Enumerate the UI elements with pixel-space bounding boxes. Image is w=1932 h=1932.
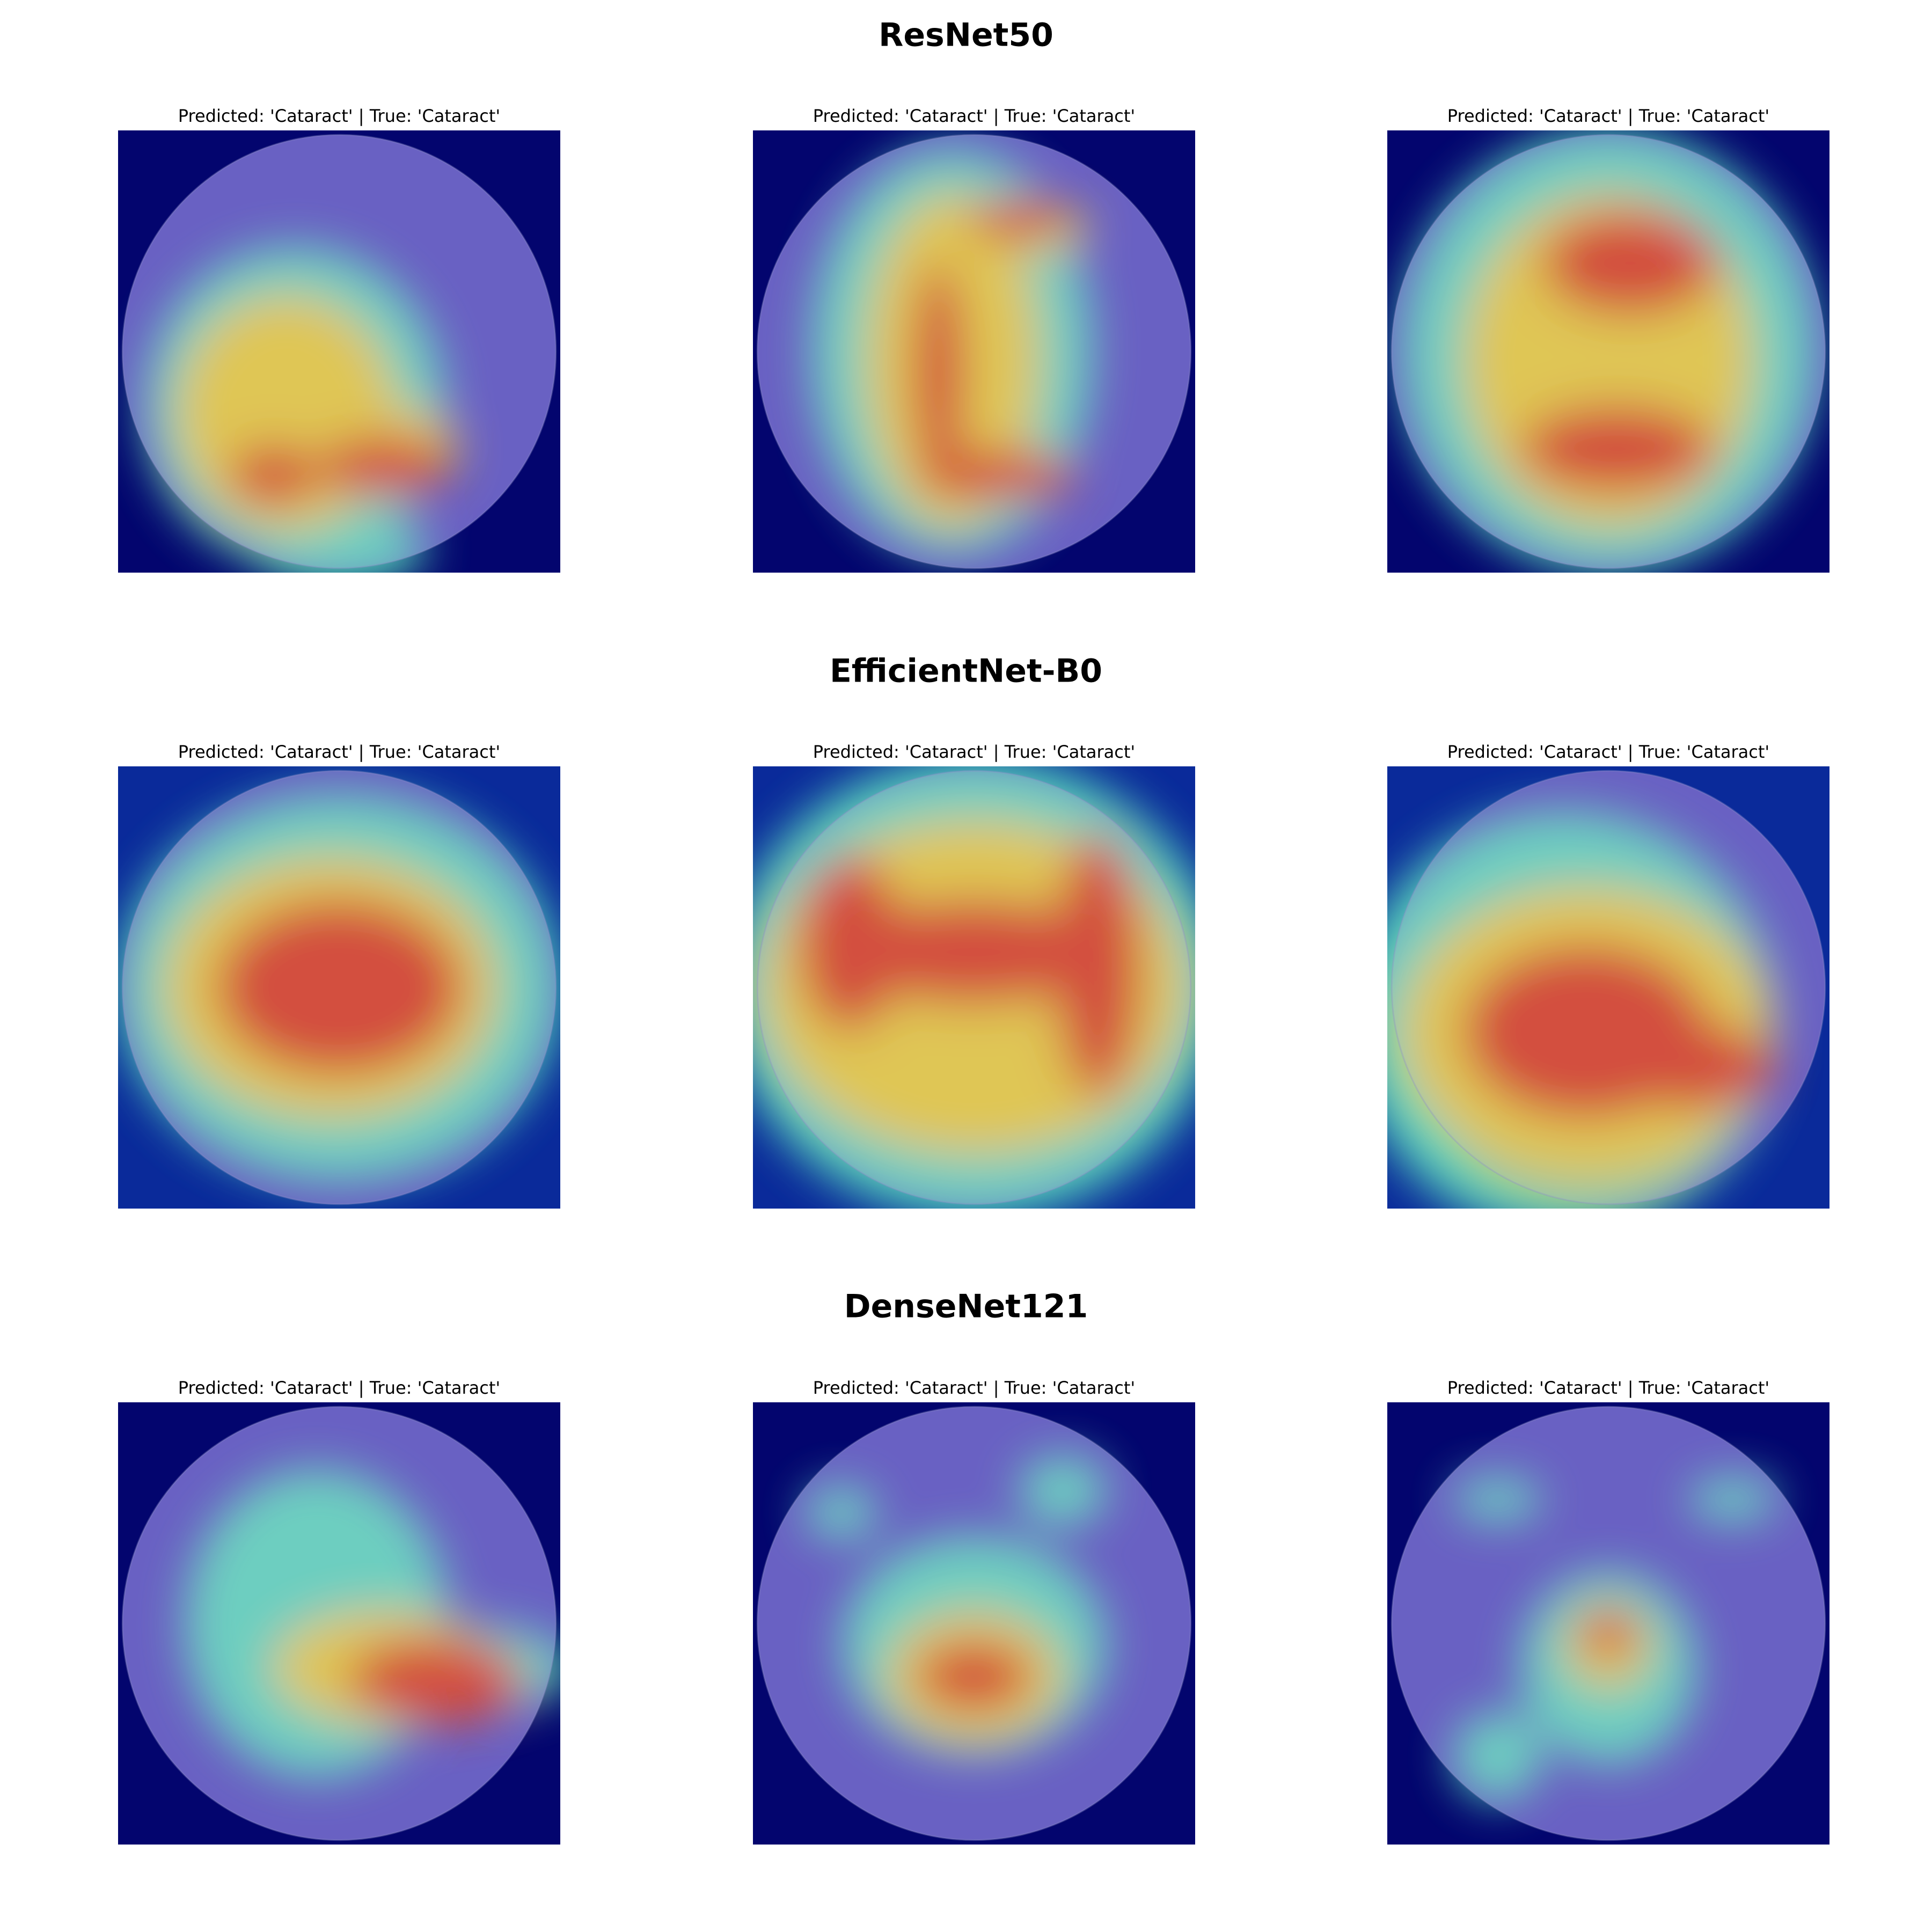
heat-layer [1453,1477,1777,1801]
heat-blob [1617,1022,1777,1111]
heat-blob [1520,404,1715,493]
heat-blob [912,263,965,485]
heat-blob [1453,1477,1542,1522]
heatmap-panel [118,1402,560,1845]
panel-caption: Predicted: 'Cataract' | True: 'Cataract' [1447,106,1769,126]
fundus-overlay [1391,134,1826,569]
heat-layer [144,245,459,573]
panel-caption: Predicted: 'Cataract' | True: 'Cataract' [813,106,1135,126]
heatmap-panel [753,130,1195,573]
heat-blob [1577,1610,1640,1655]
heat-layer [753,766,1195,1209]
heatmap-clip [753,1402,1195,1845]
heat-blob [1688,1477,1777,1522]
heat-layer [810,148,1094,555]
fundus-overlay [121,134,557,569]
heat-blob [916,449,1076,502]
fundus-overlay [1391,1406,1826,1841]
heatmap-panel [1387,766,1829,1209]
heatmap-clip [1387,766,1829,1209]
heatmap-panel [1387,130,1829,573]
heat-layer [118,793,560,1182]
heatmap-panel [1387,1402,1829,1845]
fundus-overlay [1391,770,1826,1205]
heat-blob [969,196,1067,241]
heat-blob [215,899,463,1076]
row-title: ResNet50 [879,17,1053,54]
heatmap-panel [753,1402,1195,1845]
heat-layer [1400,130,1817,573]
heatmap-panel [118,130,560,573]
heatmap-panel [753,766,1195,1209]
heatmap-clip [118,130,560,573]
fundus-overlay [756,1406,1192,1841]
fundus-overlay [121,1406,557,1841]
panel-caption: Predicted: 'Cataract' | True: 'Cataract' [1447,1378,1769,1398]
heat-blob [1542,210,1719,317]
heat-blob [916,1641,1032,1712]
heatmap-clip [1387,130,1829,573]
heatmap-clip [753,130,1195,573]
heat-blob [1018,1455,1107,1526]
heat-blob [317,435,450,497]
heatmap-clip [1387,1402,1829,1845]
row-title: DenseNet121 [844,1288,1088,1326]
heat-blob [348,1636,525,1725]
panel-caption: Predicted: 'Cataract' | True: 'Cataract' [813,1378,1135,1398]
heat-blob [1453,1711,1542,1801]
panel-caption: Predicted: 'Cataract' | True: 'Cataract' [178,742,500,762]
heatmap-clip [118,1402,560,1845]
heat-blob [229,444,317,507]
heat-blob [806,1486,877,1540]
heat-layer [806,1455,1107,1757]
heat-layer [1387,810,1777,1209]
fundus-overlay [756,134,1192,569]
panel-caption: Predicted: 'Cataract' | True: 'Cataract' [178,106,500,126]
heatmap-panel [118,766,560,1209]
row-title: EfficientNet-B0 [830,653,1102,690]
heat-blob [841,899,1107,1005]
panel-caption: Predicted: 'Cataract' | True: 'Cataract' [813,742,1135,762]
panel-caption: Predicted: 'Cataract' | True: 'Cataract' [1447,742,1769,762]
heatmap-clip [753,766,1195,1209]
heatmap-clip [118,766,560,1209]
fundus-overlay [121,770,557,1205]
fundus-overlay [756,770,1192,1205]
panel-caption: Predicted: 'Cataract' | True: 'Cataract' [178,1378,500,1398]
heat-layer [184,1468,560,1779]
